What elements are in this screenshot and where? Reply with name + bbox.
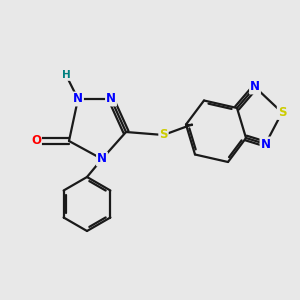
Text: S: S: [159, 128, 168, 142]
Text: H: H: [61, 70, 70, 80]
Text: O: O: [31, 134, 41, 148]
Text: S: S: [278, 106, 286, 119]
Text: N: N: [97, 152, 107, 166]
Text: N: N: [73, 92, 83, 106]
Text: N: N: [250, 80, 260, 94]
Text: N: N: [106, 92, 116, 106]
Text: N: N: [260, 137, 271, 151]
